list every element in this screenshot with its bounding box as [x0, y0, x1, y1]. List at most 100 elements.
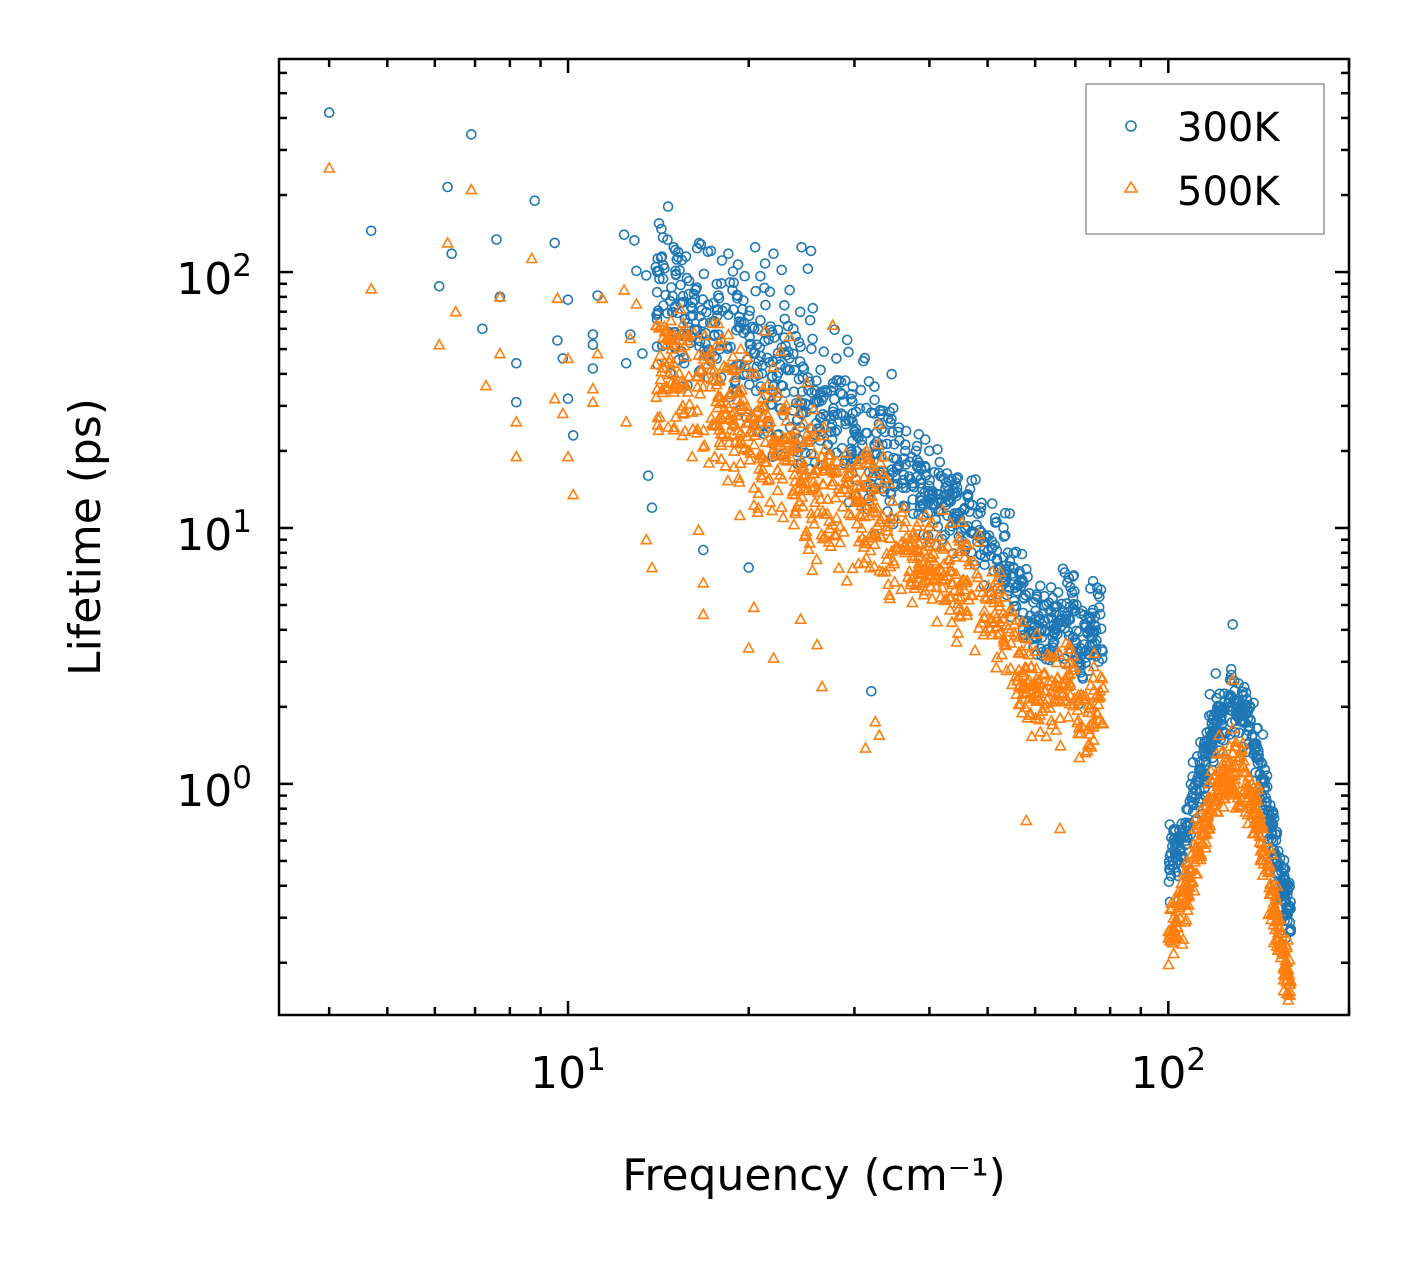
- data-point-500k: [775, 500, 788, 512]
- data-point-500k: [1182, 889, 1196, 902]
- data-point-500k: [666, 338, 679, 350]
- data-point-300k: [816, 395, 828, 406]
- data-point-500k: [1027, 679, 1040, 692]
- data-point-500k: [886, 554, 900, 566]
- data-point-500k: [780, 414, 793, 426]
- data-point-500k: [1017, 665, 1030, 678]
- data-point-300k: [720, 302, 732, 314]
- data-point-500k: [715, 410, 728, 423]
- data-point-500k: [968, 643, 982, 656]
- data-point-500k: [930, 580, 943, 593]
- data-point-500k: [1229, 735, 1243, 747]
- data-point-500k: [951, 626, 965, 638]
- data-point-500k: [1063, 697, 1077, 709]
- data-point-500k: [854, 509, 868, 522]
- data-point-500k: [661, 420, 675, 432]
- data-point-300k: [899, 445, 911, 457]
- data-point-500k: [761, 378, 774, 390]
- data-point-300k: [1210, 668, 1222, 679]
- data-point-500k: [1161, 924, 1175, 937]
- data-point-500k: [883, 588, 896, 600]
- data-point-300k: [587, 363, 599, 374]
- data-point-300k: [1062, 577, 1073, 589]
- data-point-500k: [1196, 828, 1209, 841]
- data-point-500k: [927, 573, 941, 586]
- data-point-500k: [449, 305, 463, 317]
- data-point-500k: [807, 474, 820, 487]
- data-point-500k: [1210, 805, 1224, 817]
- data-point-500k: [767, 442, 780, 454]
- data-point-500k: [1254, 844, 1267, 856]
- data-point-300k: [1174, 845, 1185, 857]
- data-point-500k: [918, 528, 932, 541]
- data-point-500k: [493, 290, 507, 302]
- data-point-300k: [562, 294, 574, 306]
- data-point-500k: [990, 585, 1004, 597]
- data-point-300k: [681, 272, 693, 284]
- data-point-500k: [1188, 855, 1202, 867]
- data-point-500k: [586, 395, 600, 407]
- data-point-300k: [675, 279, 686, 291]
- data-point-500k: [750, 404, 764, 417]
- data-point-300k: [782, 320, 794, 332]
- data-point-500k: [698, 370, 712, 383]
- data-point-300k: [869, 394, 880, 406]
- data-point-500k: [695, 362, 709, 375]
- data-point-500k: [1033, 708, 1047, 720]
- data-point-500k: [663, 351, 677, 364]
- data-point-500k: [1077, 692, 1091, 705]
- data-point-500k: [1218, 791, 1232, 804]
- data-point-300k: [711, 278, 723, 290]
- data-point-500k: [1233, 798, 1247, 811]
- data-point-500k: [703, 380, 717, 392]
- data-point-300k: [745, 338, 757, 350]
- data-point-500k: [726, 349, 740, 362]
- data-point-500k: [767, 651, 780, 663]
- data-point-500k: [769, 435, 783, 448]
- data-point-500k: [1081, 705, 1095, 718]
- data-point-300k: [875, 409, 887, 420]
- data-point-300k: [696, 304, 708, 316]
- data-point-300k: [999, 530, 1011, 541]
- data-point-300k: [1251, 750, 1262, 762]
- data-point-300k: [1249, 744, 1260, 756]
- data-point-500k: [868, 715, 882, 727]
- data-point-500k: [976, 585, 989, 598]
- data-point-300k: [869, 381, 880, 392]
- data-point-300k: [955, 526, 967, 538]
- data-point-300k: [804, 314, 816, 326]
- data-point-300k: [991, 555, 1003, 566]
- data-point-500k: [912, 562, 926, 575]
- data-point-300k: [670, 265, 681, 277]
- data-point-500k: [746, 419, 760, 431]
- data-point-300k: [1243, 725, 1254, 737]
- data-point-500k: [787, 460, 800, 472]
- data-point-500k: [807, 517, 821, 529]
- data-point-300k: [642, 470, 654, 482]
- data-point-300k: [811, 375, 822, 387]
- data-point-500k: [1056, 678, 1070, 690]
- data-point-500k: [826, 518, 840, 530]
- data-point-500k: [962, 593, 976, 605]
- data-point-500k: [1266, 847, 1279, 860]
- data-point-300k: [749, 242, 761, 253]
- data-point-300k: [1086, 638, 1098, 650]
- data-point-500k: [675, 428, 689, 441]
- data-point-500k: [850, 470, 863, 483]
- data-point-500k: [1005, 603, 1019, 615]
- data-point-500k: [1016, 668, 1030, 680]
- data-point-500k: [799, 527, 813, 540]
- data-point-500k: [966, 588, 979, 601]
- data-point-300k: [784, 284, 796, 296]
- data-point-500k: [942, 553, 956, 565]
- data-point-500k: [1062, 710, 1075, 722]
- data-point-500k: [877, 450, 890, 462]
- data-point-300k: [772, 347, 784, 359]
- data-point-300k: [728, 277, 740, 289]
- data-point-500k: [918, 584, 932, 596]
- data-point-500k: [860, 449, 874, 461]
- data-point-500k: [812, 457, 826, 469]
- data-point-500k: [708, 450, 722, 462]
- data-point-300k: [887, 427, 898, 438]
- data-point-500k: [889, 512, 903, 524]
